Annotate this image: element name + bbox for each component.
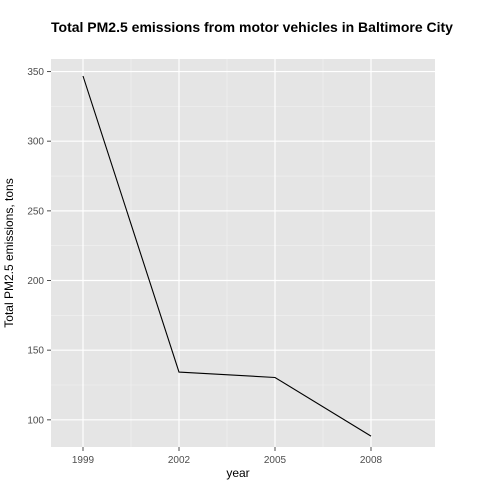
x-tick-label: 2002	[168, 455, 191, 466]
data-point	[274, 376, 276, 378]
series-layer	[82, 75, 372, 437]
y-tick-label: 200	[27, 276, 44, 287]
chart-title: Total PM2.5 emissions from motor vehicle…	[51, 19, 453, 35]
data-point	[178, 371, 180, 373]
y-axis-label: Total PM2.5 emissions, tons	[2, 178, 16, 327]
data-point	[82, 75, 84, 77]
x-axis-ticks: 1999 2002 2005 2008	[72, 447, 383, 466]
x-tick-label: 2008	[360, 455, 383, 466]
y-tick-label: 350	[27, 67, 44, 78]
x-tick-label: 2005	[264, 455, 287, 466]
grid-layer	[51, 59, 435, 447]
y-tick-label: 150	[27, 346, 44, 357]
y-tick-label: 100	[27, 415, 44, 426]
y-tick-label: 300	[27, 137, 44, 148]
x-axis-label: year	[226, 466, 249, 480]
x-tick-label: 1999	[72, 455, 95, 466]
plot-panel	[51, 59, 435, 447]
y-tick-label: 250	[27, 206, 44, 217]
y-axis-ticks: 100 150 200 250 300 350	[27, 67, 51, 426]
data-point	[370, 435, 372, 437]
series-line	[82, 75, 372, 437]
